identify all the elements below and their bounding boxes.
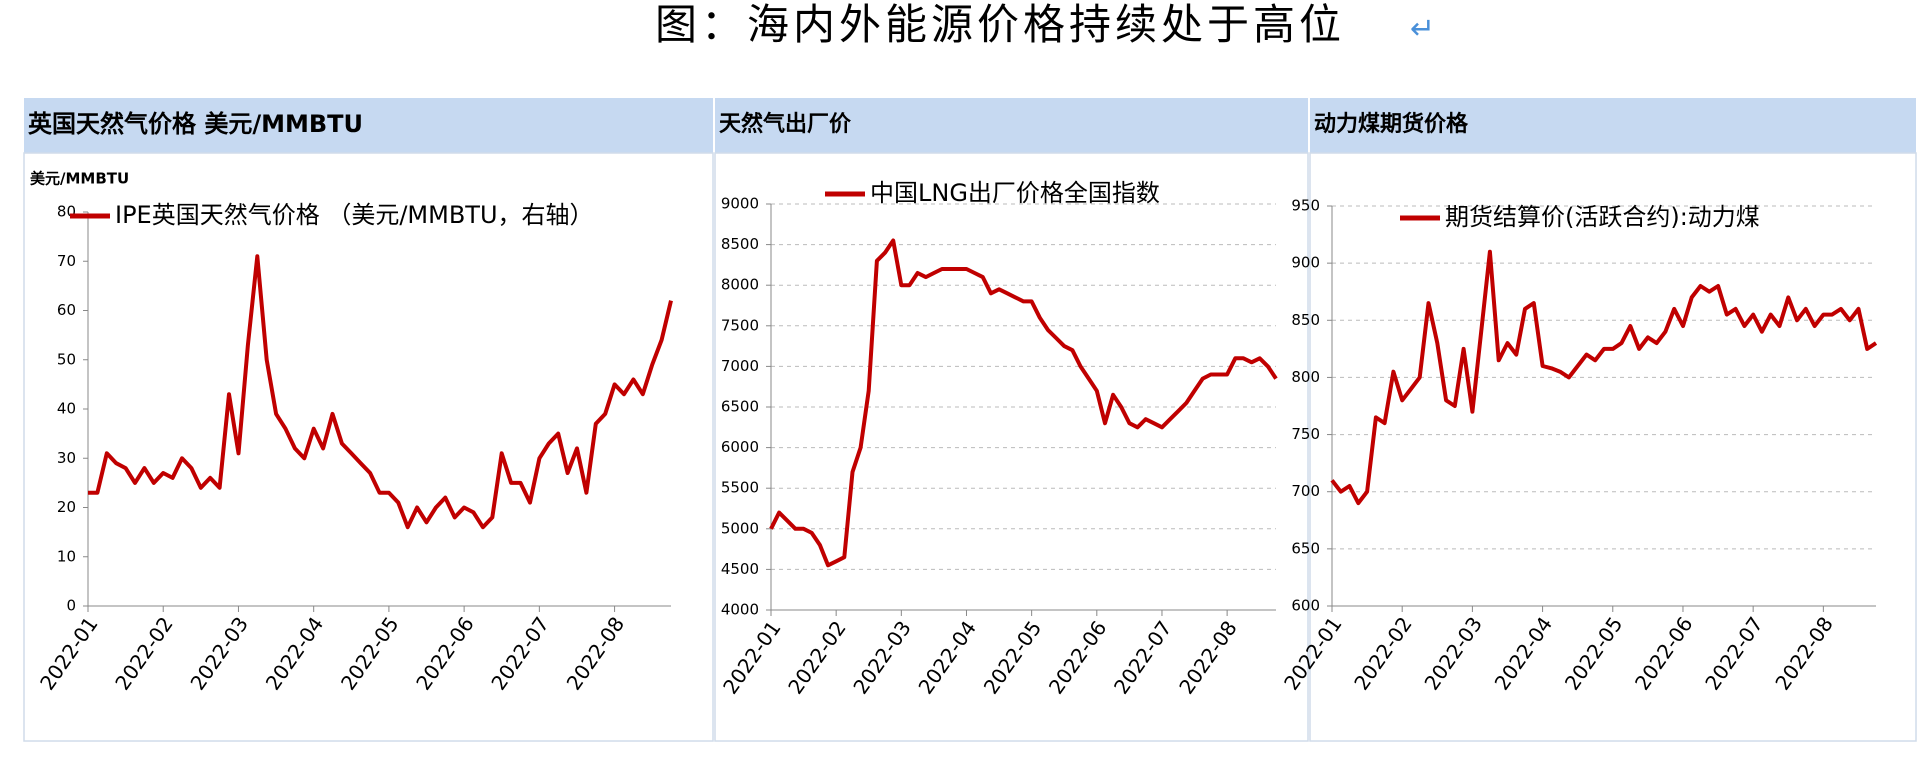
y-tick-label: 8500 (721, 235, 759, 253)
figure-title: 图：海内外能源价格持续处于高位 (655, 0, 1345, 49)
y-tick-label: 900 (1291, 254, 1320, 272)
y-tick-label: 7500 (721, 316, 759, 334)
y-tick-label: 800 (1291, 368, 1320, 386)
y-tick-label: 60 (57, 301, 76, 319)
x-tick-label: 2022-08 (1174, 616, 1242, 698)
x-tick-label: 2022-06 (411, 612, 479, 694)
x-tick-label: 2022-05 (336, 612, 404, 694)
y-tick-label: 650 (1291, 539, 1320, 557)
paragraph-mark: ↵ (1410, 12, 1435, 47)
x-tick-label: 2022-01 (718, 616, 786, 698)
panel-title: 天然气出厂价 (719, 111, 852, 137)
x-tick-label: 2022-08 (1770, 612, 1838, 694)
panel-body (1309, 152, 1917, 742)
panel-title: 英国天然气价格 美元/MMBTU (28, 110, 363, 138)
x-tick-label: 2022-07 (1109, 616, 1177, 698)
y-tick-label: 30 (57, 449, 76, 467)
y-tick-label: 6500 (721, 398, 759, 416)
y-tick-label: 0 (66, 597, 76, 615)
panel-body (714, 152, 1309, 742)
data-line (769, 238, 1278, 568)
y-tick-label: 7000 (721, 357, 759, 375)
x-tick-label: 2022-05 (979, 616, 1047, 698)
x-tick-label: 2022-02 (1349, 612, 1417, 694)
legend-label: 期货结算价(活跃合约):动力煤 (1445, 203, 1760, 231)
x-tick-label: 2022-02 (783, 616, 851, 698)
data-line (88, 254, 673, 530)
x-tick-label: 2022-04 (261, 612, 329, 694)
y-tick-label: 5000 (721, 519, 759, 537)
legend-label: IPE英国天然气价格 （美元/MMBTU，右轴） (115, 201, 594, 229)
y-tick-label: 9000 (721, 195, 759, 213)
x-tick-label: 2022-07 (486, 612, 554, 694)
x-tick-label: 2022-03 (1419, 612, 1487, 694)
y-tick-label: 20 (57, 498, 76, 516)
x-tick-label: 2022-02 (110, 612, 178, 694)
x-tick-label: 2022-05 (1560, 612, 1628, 694)
panel-header (1310, 98, 1916, 153)
data-line (1330, 249, 1878, 506)
y-axis-label: 美元/MMBTU (30, 170, 129, 188)
y-tick-label: 750 (1291, 425, 1320, 443)
x-tick-label: 2022-01 (35, 612, 103, 694)
y-tick-label: 600 (1291, 597, 1320, 615)
y-tick-label: 4000 (721, 601, 759, 619)
panel-body (23, 152, 714, 742)
y-tick-label: 10 (57, 547, 76, 565)
y-tick-label: 40 (57, 400, 76, 418)
y-tick-label: 50 (57, 350, 76, 368)
y-tick-label: 950 (1291, 197, 1320, 215)
y-tick-label: 700 (1291, 482, 1320, 500)
y-tick-label: 8000 (721, 276, 759, 294)
x-tick-label: 2022-07 (1700, 612, 1768, 694)
y-tick-label: 4500 (721, 560, 759, 578)
y-tick-label: 5500 (721, 479, 759, 497)
y-tick-label: 850 (1291, 311, 1320, 329)
x-tick-label: 2022-06 (1630, 612, 1698, 694)
x-tick-label: 2022-03 (848, 616, 916, 698)
y-tick-label: 6000 (721, 438, 759, 456)
panel-header (24, 98, 713, 153)
x-tick-label: 2022-08 (562, 612, 630, 694)
x-tick-label: 2022-01 (1279, 612, 1347, 694)
y-tick-label: 70 (57, 252, 76, 270)
x-tick-label: 2022-04 (1490, 612, 1558, 694)
x-tick-label: 2022-03 (185, 612, 253, 694)
legend-label: 中国LNG出厂价格全国指数 (870, 179, 1160, 207)
x-tick-label: 2022-06 (1044, 616, 1112, 698)
x-tick-label: 2022-04 (913, 616, 981, 698)
panel-title: 动力煤期货价格 (1314, 111, 1469, 137)
panels: 英国天然气价格 美元/MMBTU 美元/MMBTU 0 10 20 30 40 50 60 70 8… (23, 98, 1917, 742)
panel-header (715, 98, 1308, 153)
